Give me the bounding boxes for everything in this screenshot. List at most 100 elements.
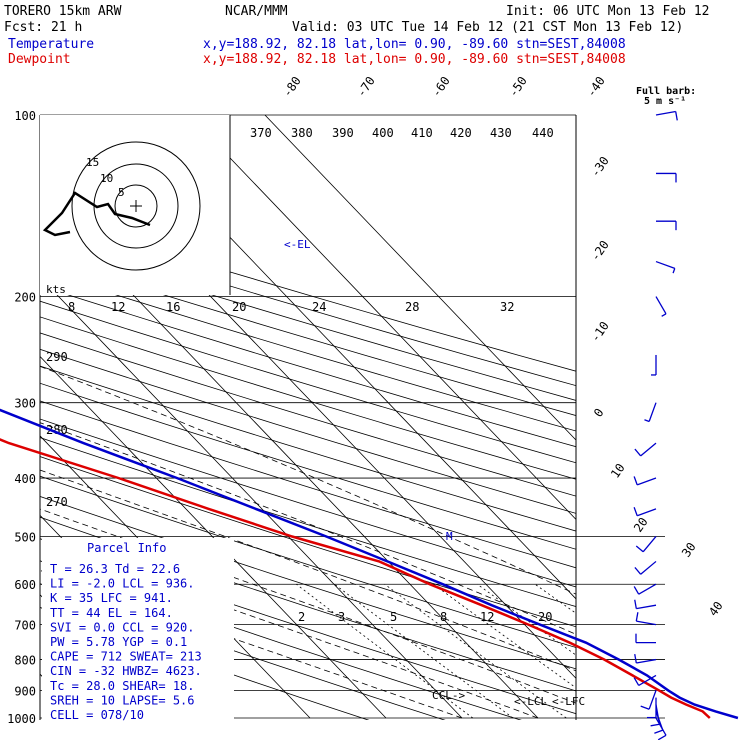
mixing-ratio-label: 24 xyxy=(312,300,326,314)
wind-barb-250 xyxy=(651,354,657,376)
parcel-row: CIN = -32 HWBZ= 4623. xyxy=(50,664,202,678)
isotherm xyxy=(40,355,387,719)
theta-label: 370 xyxy=(250,126,272,140)
isotherm-label: 30 xyxy=(679,540,699,560)
parcel-row: T = 26.3 Td = 22.6 xyxy=(50,562,180,576)
isotherm-label: -60 xyxy=(429,74,453,100)
valid-time: Valid: 03 UTC Tue 14 Feb 12 (21 CST Mon … xyxy=(292,20,683,35)
mixing-ratio-low-label: 12 xyxy=(480,610,494,624)
wind-barb-150 xyxy=(656,220,677,231)
mixing-ratio-low-label: 3 xyxy=(338,610,345,624)
dewpoint-line xyxy=(0,438,711,719)
pressure-label-100: 100 xyxy=(14,109,36,123)
mixing-ratio-low-label: 2 xyxy=(298,610,305,624)
mixing-ratio-low-label: 5 xyxy=(390,610,397,624)
wind-barb-850 xyxy=(633,674,657,687)
isotherm-label: 0 xyxy=(591,406,607,420)
isotherm-label: 20 xyxy=(631,515,651,535)
wind-barb-800 xyxy=(634,654,657,664)
temperature-legend: Temperature xyxy=(8,37,94,52)
theta-label: 420 xyxy=(450,126,472,140)
mixing-ratio-line xyxy=(296,583,474,719)
dry-adiabat xyxy=(40,316,576,480)
dry-adiabat xyxy=(40,606,370,720)
wind-barb-175 xyxy=(655,260,676,274)
mixing-ratio-label: 28 xyxy=(405,300,419,314)
dry-adiabat xyxy=(40,475,576,648)
wind-barb-100 xyxy=(655,110,678,121)
wind-barb-900 xyxy=(640,690,657,710)
parcel-row: SVI = 0.0 CCL = 920. xyxy=(50,620,195,634)
theta-label: 440 xyxy=(532,126,554,140)
temperature-line xyxy=(0,408,739,720)
moist-adiabat xyxy=(40,422,576,635)
hodo-ring-5 xyxy=(114,184,158,228)
isotherm-label: -40 xyxy=(584,74,608,100)
pressure-label-300: 300 xyxy=(14,397,36,411)
parcel-title: Parcel Info xyxy=(87,541,166,555)
mixing-ratio-low-label: 20 xyxy=(538,610,552,624)
wind-barb-450 xyxy=(633,507,657,517)
wind-barb-1000 xyxy=(655,717,667,740)
theta-label: 430 xyxy=(490,126,512,140)
isotherm xyxy=(40,276,463,719)
parcel-row: Tc = 28.0 SHEAR= 18. xyxy=(50,679,195,693)
mixing-ratio-label: 8 xyxy=(68,300,75,314)
parcel-row: LI = -2.0 LCL = 936. xyxy=(50,577,195,591)
parcel-row: CELL = 078/10 xyxy=(50,708,144,722)
wind-barb-300 xyxy=(644,402,657,423)
isotherm-label: -30 xyxy=(588,154,612,180)
dry-adiabat xyxy=(40,456,576,628)
level-annotations: <-EL M CCL-> <-LCL <-LFC xyxy=(284,238,585,708)
theta-label: 390 xyxy=(332,126,354,140)
pressure-label-200: 200 xyxy=(14,291,36,305)
mixing-ratio-label: 20 xyxy=(232,300,246,314)
moist-adiabat xyxy=(40,469,576,672)
isotherm xyxy=(264,115,576,441)
isotherm-label: 10 xyxy=(608,461,628,481)
pressure-label-500: 500 xyxy=(14,530,36,544)
theta-left-label: 270 xyxy=(46,495,68,509)
lfc-annotation: <-LFC xyxy=(552,695,585,708)
isotherm xyxy=(188,115,576,521)
dry-adiabat xyxy=(40,255,576,416)
isotherm-label: -10 xyxy=(588,319,612,345)
lcl-annotation: <-LCL xyxy=(514,695,547,708)
mixing-ratio-line xyxy=(433,583,576,689)
hodo-label-10: 10 xyxy=(100,172,113,185)
pressure-label-400: 400 xyxy=(14,472,36,486)
center-title: NCAR/MMM xyxy=(225,4,288,19)
pressure-label-900: 900 xyxy=(14,684,36,698)
pressure-label-600: 600 xyxy=(14,578,36,592)
barb-legend-line2: 5 m s⁻¹ xyxy=(644,96,686,107)
m-annotation: M xyxy=(446,530,453,543)
forecast-hour: Fcst: 21 h xyxy=(4,20,82,35)
wind-barb-400 xyxy=(633,476,657,486)
mixing-ratio-label: 16 xyxy=(166,300,180,314)
hodo-units: kts xyxy=(46,283,66,296)
wind-barb-750 xyxy=(635,633,656,644)
dry-adiabat xyxy=(40,241,576,401)
parcel-row: PW = 5.78 YGP = 0.1 xyxy=(50,635,187,649)
parcel-row: CAPE = 712 SWEAT= 213 xyxy=(50,650,202,664)
dry-adiabat xyxy=(40,213,576,372)
wind-barb-550 xyxy=(634,560,657,575)
parcel-row: SREH = 10 LAPSE= 5.6 xyxy=(50,693,195,707)
isotherm-label: 40 xyxy=(706,599,726,619)
parcel-row: TT = 44 EL = 164. xyxy=(50,606,173,620)
dry-adiabat xyxy=(40,285,576,448)
theta-label: 400 xyxy=(372,126,394,140)
dewpoint-legend: Dewpoint xyxy=(8,52,71,67)
moist-adiabat xyxy=(40,365,576,595)
isotherm xyxy=(0,115,6,718)
moist-adiabat xyxy=(40,508,576,704)
dry-adiabat xyxy=(40,495,576,670)
dry-adiabat xyxy=(40,332,576,497)
wind-barb-925 xyxy=(647,697,657,719)
parcel-row: K = 35 LFC = 941. xyxy=(50,591,173,605)
wind-barb-600 xyxy=(633,583,657,595)
dry-adiabat xyxy=(40,437,576,607)
wind-barb-500 xyxy=(635,536,657,553)
model-title: TORERO 15km ARW xyxy=(4,4,122,19)
